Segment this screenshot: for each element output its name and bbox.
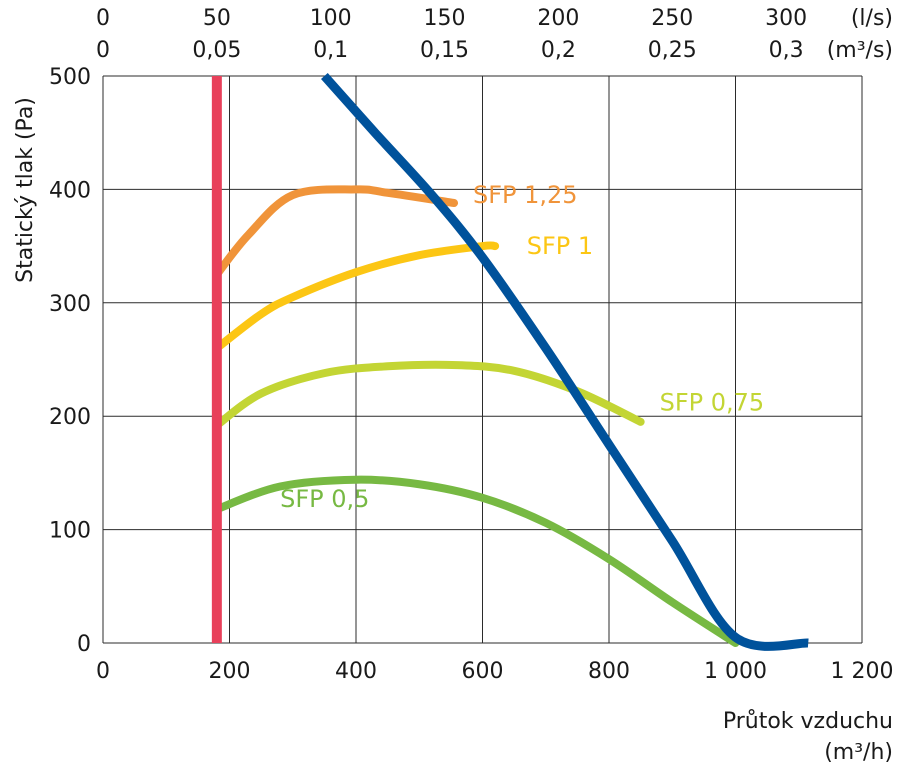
y-tick-label: 200	[49, 405, 91, 430]
top-tick-label-m3s: 0,2	[541, 38, 576, 63]
y-tick-label: 400	[49, 178, 91, 203]
top-axis-unit-ls: (l/s)	[851, 6, 893, 31]
x-axis-unit: (m³/h)	[824, 740, 893, 765]
x-tick-label: 600	[462, 659, 504, 684]
series-line-0	[212, 185, 459, 279]
top-tick-label-m3s: 0,05	[192, 38, 241, 63]
top-tick-label-ls: 250	[651, 6, 693, 31]
series-line-3	[212, 475, 740, 647]
top-tick-label-m3s: 0	[96, 38, 110, 63]
x-tick-label: 400	[335, 659, 377, 684]
series-label: SFP 1	[527, 232, 593, 260]
y-tick-label: 100	[49, 519, 91, 544]
top-tick-label-ls: 0	[96, 6, 110, 31]
top-tick-label-m3s: 0,25	[648, 38, 697, 63]
top-tick-label-m3s: 0,1	[313, 38, 348, 63]
y-axis-title: Statický tlak (Pa)	[13, 97, 38, 283]
y-tick-label: 0	[77, 632, 91, 657]
curves	[211, 73, 809, 651]
top-tick-label-ls: 150	[424, 6, 466, 31]
top-tick-label-ls: 100	[310, 6, 352, 31]
top-tick-label-ls: 300	[765, 6, 807, 31]
top-tick-label-m3s: 0,15	[420, 38, 469, 63]
series-label: SFP 0,75	[660, 389, 765, 417]
x-tick-label: 200	[209, 659, 251, 684]
fan-curve-line	[321, 73, 809, 651]
x-tick-label: 0	[96, 659, 110, 684]
series-line-1	[212, 241, 500, 353]
top-tick-label-ls: 200	[537, 6, 579, 31]
top-tick-label-m3s: 0,3	[769, 38, 804, 63]
y-tick-label: 500	[49, 65, 91, 90]
x-axis-title: Průtok vzduchu	[723, 709, 893, 734]
series-label: SFP 0,5	[280, 485, 369, 513]
top-axis-unit-m3s: (m³/s)	[827, 38, 893, 63]
x-tick-label: 1 200	[831, 659, 894, 684]
series-labels: SFP 1,25 SFP 1 SFP 0,75 SFP 0,5	[280, 181, 764, 513]
top-tick-label-ls: 50	[203, 6, 231, 31]
y-tick-label: 300	[49, 292, 91, 317]
series-label: SFP 1,25	[473, 181, 578, 209]
x-tick-label: 1 000	[704, 659, 767, 684]
x-tick-label: 800	[588, 659, 630, 684]
